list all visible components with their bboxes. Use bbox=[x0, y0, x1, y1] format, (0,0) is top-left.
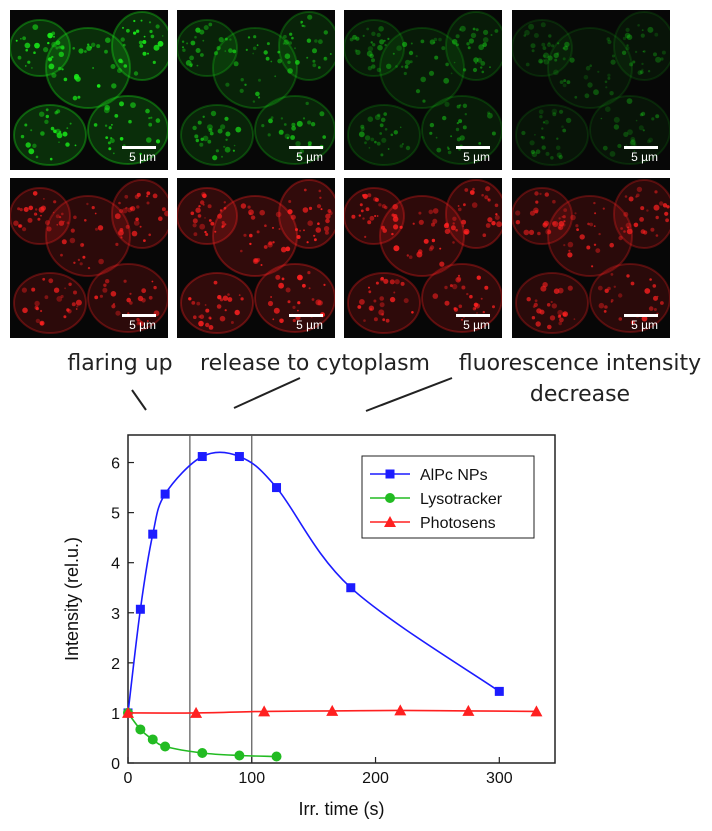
y-tick-label: 1 bbox=[111, 706, 120, 723]
alpc-nps-point bbox=[197, 452, 207, 462]
scale-bar bbox=[624, 146, 658, 149]
plot-frame bbox=[127, 434, 556, 764]
lysotracker-point bbox=[271, 751, 282, 762]
lysotracker-curve bbox=[127, 712, 277, 758]
micrograph-green-3: 5 µm bbox=[344, 10, 502, 170]
scale-bar-label: 5 µm bbox=[296, 150, 323, 164]
phase-label-flaring-up: flaring up bbox=[67, 351, 173, 376]
scale-bar bbox=[289, 314, 323, 317]
lysotracker-point bbox=[123, 707, 133, 718]
micrograph-green-2: 5 µm bbox=[177, 10, 335, 170]
alpc-nps-point bbox=[148, 529, 158, 539]
legend-box bbox=[361, 455, 535, 539]
micrograph-red-2: 5 µm bbox=[177, 178, 335, 338]
cell-image bbox=[177, 11, 335, 166]
lysotracker-point bbox=[160, 741, 171, 752]
alpc-nps-point bbox=[234, 452, 244, 462]
y-tick-label: 4 bbox=[111, 556, 120, 573]
cell-image bbox=[177, 179, 335, 334]
scale-bar-label: 5 µm bbox=[129, 150, 156, 164]
scale-bar-label: 5 µm bbox=[463, 318, 490, 332]
y-tick-label: 6 bbox=[111, 456, 120, 473]
scale-bar-label: 5 µm bbox=[631, 150, 658, 164]
scale-bar-label: 5 µm bbox=[463, 150, 490, 164]
scale-bar bbox=[122, 146, 156, 149]
photosens-point bbox=[462, 704, 475, 716]
y-tick-label: 2 bbox=[111, 656, 120, 673]
scale-bar-label: 5 µm bbox=[631, 318, 658, 332]
micrograph-red-1: 5 µm bbox=[10, 178, 168, 338]
y-tick-label: 5 bbox=[111, 506, 120, 523]
micrograph-red-4: 5 µm bbox=[512, 178, 670, 338]
micrograph-green-4: 5 µm bbox=[512, 10, 670, 170]
x-axis-title: Irr. time (s) bbox=[299, 799, 385, 819]
photosens-point bbox=[122, 706, 134, 718]
photosens-point bbox=[190, 706, 203, 718]
alpc-nps-point bbox=[272, 483, 282, 493]
scale-bar-label: 5 µm bbox=[129, 318, 156, 332]
photosens-point bbox=[326, 704, 339, 716]
micrograph-red-3: 5 µm bbox=[344, 178, 502, 338]
x-tick-label: 0 bbox=[124, 770, 133, 787]
y-tick-label: 3 bbox=[111, 606, 120, 623]
legend-photosens-marker bbox=[384, 516, 396, 527]
x-tick-label: 100 bbox=[238, 770, 265, 787]
legend-photosens-label: Photosens bbox=[420, 515, 496, 532]
scale-bar bbox=[624, 314, 658, 317]
lysotracker-point bbox=[147, 734, 158, 745]
phase-label-decrease: fluorescence intensity decrease bbox=[458, 351, 702, 407]
micrograph-grid: 5 µm 5 µm 5 µm 5 µm 5 µm 5 µm 5 µm 5 µm bbox=[0, 0, 712, 345]
scale-bar bbox=[456, 146, 490, 149]
photosens-point bbox=[258, 705, 271, 717]
leader-line bbox=[131, 389, 147, 411]
alpc-nps-point bbox=[346, 583, 356, 593]
legend-alpc-nps-label: AlPc NPs bbox=[420, 467, 488, 484]
y-tick-label: 0 bbox=[111, 756, 120, 773]
cell-image bbox=[344, 11, 502, 166]
legend-lysotracker-label: Lysotracker bbox=[420, 491, 503, 508]
alpc-nps-point bbox=[135, 604, 145, 614]
micrograph-green-1: 5 µm bbox=[10, 10, 168, 170]
scale-bar bbox=[456, 314, 490, 317]
leader-line bbox=[365, 377, 453, 412]
y-axis-title: Intensity (rel.u.) bbox=[62, 537, 82, 661]
cell-image bbox=[344, 179, 502, 334]
scale-bar bbox=[289, 146, 323, 149]
photosens-point bbox=[530, 705, 543, 717]
cell-image bbox=[512, 179, 670, 334]
x-tick-label: 200 bbox=[362, 770, 389, 787]
cell-image bbox=[10, 11, 168, 166]
lysotracker-point bbox=[135, 724, 146, 735]
lysotracker-point bbox=[197, 747, 208, 758]
scale-bar bbox=[122, 314, 156, 317]
legend-lysotracker-marker bbox=[385, 493, 395, 503]
photosens-curve bbox=[127, 709, 537, 714]
lysotracker-point bbox=[234, 750, 245, 761]
leader-line bbox=[233, 377, 301, 409]
scale-bar-label: 5 µm bbox=[296, 318, 323, 332]
photosens-point bbox=[394, 704, 407, 716]
cell-image bbox=[10, 179, 168, 334]
alpc-nps-point bbox=[160, 489, 170, 499]
legend-alpc-nps-marker bbox=[385, 469, 395, 479]
alpc-nps-curve bbox=[127, 451, 500, 713]
x-tick-label: 300 bbox=[486, 770, 513, 787]
alpc-nps-point bbox=[123, 708, 133, 718]
alpc-nps-point bbox=[494, 686, 504, 696]
cell-image bbox=[512, 11, 670, 166]
phase-label-release: release to cytoplasm bbox=[200, 351, 430, 376]
